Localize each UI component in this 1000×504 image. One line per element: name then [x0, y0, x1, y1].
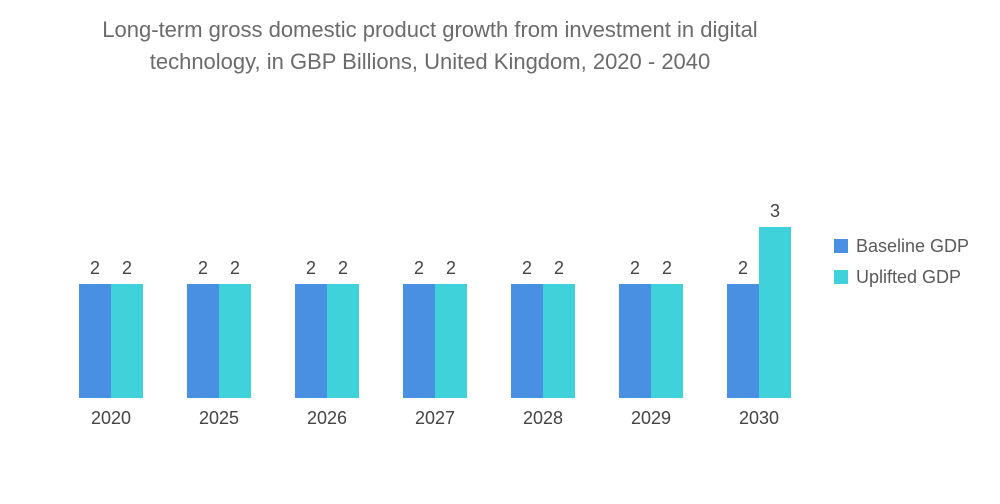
legend-label-uplifted: Uplifted GDP — [856, 266, 962, 287]
data-label-uplifted-2029: 2 — [662, 258, 672, 278]
chart-title: Long-term gross domestic product growth … — [30, 14, 830, 78]
data-label-baseline-2026: 2 — [306, 258, 316, 278]
bar-uplifted-2029 — [651, 284, 683, 398]
data-label-baseline-2029: 2 — [630, 258, 640, 278]
legend-label-baseline: Baseline GDP — [856, 235, 970, 256]
legend-item-baseline: Baseline GDP — [834, 232, 969, 260]
x-tick-label-2027: 2027 — [415, 408, 455, 428]
bar-baseline-2027 — [403, 284, 435, 398]
legend-swatch-uplifted — [834, 270, 848, 284]
data-label-uplifted-2030: 3 — [770, 201, 780, 221]
data-label-uplifted-2027: 2 — [446, 258, 456, 278]
data-label-uplifted-2028: 2 — [554, 258, 564, 278]
x-tick-label-2028: 2028 — [523, 408, 563, 428]
bar-uplifted-2026 — [327, 284, 359, 398]
x-tick-label-2030: 2030 — [739, 408, 779, 428]
bar-baseline-2029 — [619, 284, 651, 398]
data-label-baseline-2027: 2 — [414, 258, 424, 278]
data-label-uplifted-2025: 2 — [230, 258, 240, 278]
bar-baseline-2030 — [727, 284, 759, 398]
data-label-baseline-2020: 2 — [90, 258, 100, 278]
bar-uplifted-2030 — [759, 227, 791, 398]
bar-uplifted-2028 — [543, 284, 575, 398]
bar-uplifted-2027 — [435, 284, 467, 398]
x-tick-label-2025: 2025 — [199, 408, 239, 428]
bar-baseline-2028 — [511, 284, 543, 398]
chart-title-line-1: Long-term gross domestic product growth … — [102, 17, 758, 42]
bar-baseline-2026 — [295, 284, 327, 398]
chart-legend: Baseline GDP Uplifted GDP — [834, 232, 969, 294]
data-label-baseline-2025: 2 — [198, 258, 208, 278]
legend-swatch-baseline — [834, 239, 848, 253]
data-label-baseline-2030: 2 — [738, 258, 748, 278]
x-tick-label-2029: 2029 — [631, 408, 671, 428]
bar-uplifted-2025 — [219, 284, 251, 398]
x-tick-label-2026: 2026 — [307, 408, 347, 428]
x-tick-label-2020: 2020 — [91, 408, 131, 428]
bar-baseline-2020 — [79, 284, 111, 398]
data-label-uplifted-2026: 2 — [338, 258, 348, 278]
bar-uplifted-2020 — [111, 284, 143, 398]
data-label-uplifted-2020: 2 — [122, 258, 132, 278]
legend-item-uplifted: Uplifted GDP — [834, 263, 969, 291]
bar-baseline-2025 — [187, 284, 219, 398]
data-label-baseline-2028: 2 — [522, 258, 532, 278]
chart-title-line-2: technology, in GBP Billions, United King… — [149, 49, 711, 74]
